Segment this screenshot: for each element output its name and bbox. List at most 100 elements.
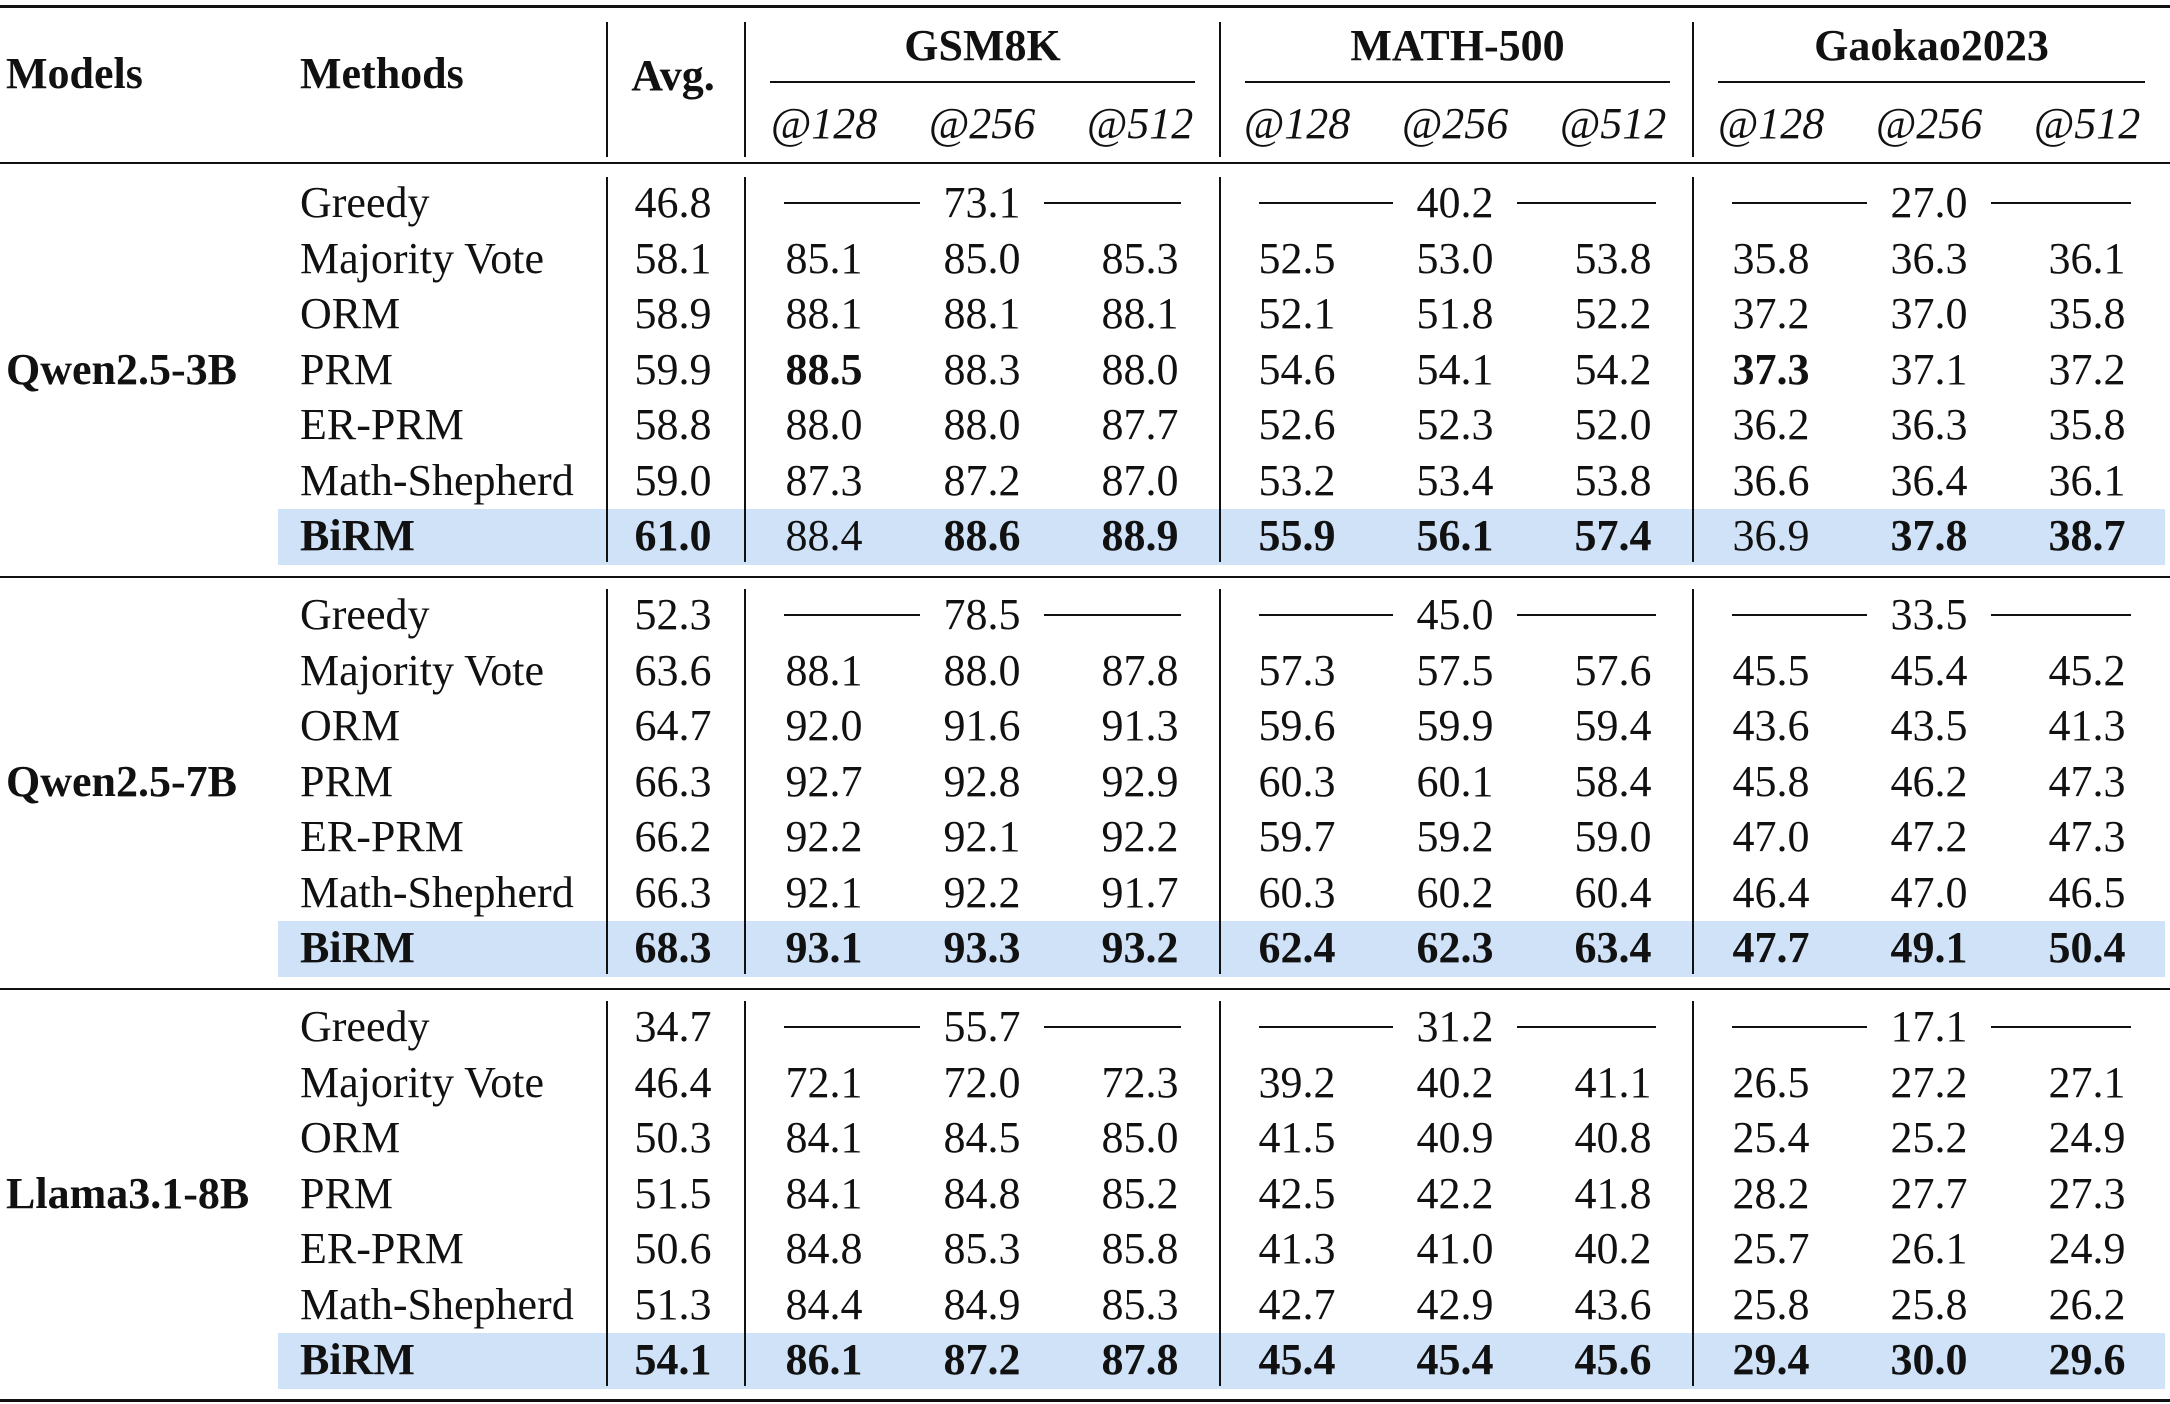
method-name: Majority Vote xyxy=(300,1057,545,1107)
table-cell: 26.2 xyxy=(2048,1279,2126,1329)
greedy-dash xyxy=(1044,614,1181,616)
header-avg: Avg. xyxy=(631,51,715,100)
method-name: Majority Vote xyxy=(300,233,545,283)
table-cell: 53.4 xyxy=(1416,455,1494,505)
table-cell: 40.2 xyxy=(1416,1057,1494,1107)
greedy-value: 27.0 xyxy=(1890,178,1968,227)
table-cell: 91.6 xyxy=(943,701,1021,750)
method-name: Greedy xyxy=(300,1002,430,1051)
avg-value: 46.4 xyxy=(634,1057,712,1107)
greedy-dash xyxy=(1517,202,1656,204)
table-cell: 58.4 xyxy=(1574,756,1652,806)
avg-value: 50.6 xyxy=(634,1224,712,1273)
table-cell: 41.3 xyxy=(1258,1224,1336,1273)
table-cell: 42.9 xyxy=(1416,1279,1494,1329)
table-cell: 52.3 xyxy=(1416,400,1494,449)
table-cell: 36.9 xyxy=(1732,511,1810,560)
table-cell: 63.4 xyxy=(1574,923,1652,972)
method-name: Math-Shepherd xyxy=(300,455,574,505)
method-name: ORM xyxy=(300,289,401,338)
table-cell: 36.6 xyxy=(1732,455,1810,505)
column-separator xyxy=(1219,22,1221,157)
table-cell: 59.0 xyxy=(1574,812,1652,861)
table-cell: 88.0 xyxy=(943,400,1021,449)
bottom-rule xyxy=(0,1398,2170,1402)
table-cell: 57.4 xyxy=(1574,511,1652,560)
table-cell: 30.0 xyxy=(1890,1335,1968,1384)
table-cell: 87.8 xyxy=(1101,1335,1179,1384)
table-cell: 28.2 xyxy=(1732,1168,1810,1218)
column-separator xyxy=(1219,589,1221,974)
avg-value: 61.0 xyxy=(634,511,712,560)
table-cell: 47.0 xyxy=(1732,812,1810,861)
method-name: ER-PRM xyxy=(300,1224,464,1273)
avg-value: 58.1 xyxy=(634,233,712,283)
greedy-dash xyxy=(1259,202,1393,204)
method-name: ER-PRM xyxy=(300,400,464,449)
method-name: Math-Shepherd xyxy=(300,867,574,917)
table-cell: 29.6 xyxy=(2048,1335,2126,1384)
table-cell: 42.5 xyxy=(1258,1168,1336,1218)
column-separator xyxy=(744,22,746,157)
table-cell: 88.1 xyxy=(943,289,1021,338)
method-name: PRM xyxy=(300,344,393,394)
table-cell: 36.2 xyxy=(1732,400,1810,449)
table-cell: 54.6 xyxy=(1258,344,1336,394)
table-cell: 41.3 xyxy=(2048,701,2126,750)
table-cell: 87.0 xyxy=(1101,455,1179,505)
header-budget: @128 xyxy=(1717,99,1825,148)
table-cell: 49.1 xyxy=(1890,923,1968,972)
table-cell: 53.8 xyxy=(1574,233,1652,283)
method-name: Greedy xyxy=(300,178,430,227)
table-cell: 57.3 xyxy=(1258,645,1336,695)
table-cell: 36.4 xyxy=(1890,455,1968,505)
table-cell: 59.7 xyxy=(1258,812,1336,861)
header-budget: @512 xyxy=(1559,99,1667,148)
table-cell: 87.7 xyxy=(1101,400,1179,449)
method-name: ORM xyxy=(300,701,401,750)
header-models: Models xyxy=(6,49,143,98)
table-cell: 59.9 xyxy=(1416,701,1494,750)
table-cell: 46.5 xyxy=(2048,867,2126,917)
method-name: BiRM xyxy=(300,511,415,560)
greedy-value: 33.5 xyxy=(1890,590,1968,639)
table-cell: 52.1 xyxy=(1258,289,1336,338)
avg-value: 51.5 xyxy=(634,1168,712,1218)
table-cell: 72.1 xyxy=(785,1057,863,1107)
table-cell: 52.6 xyxy=(1258,400,1336,449)
top-rule xyxy=(0,4,2170,8)
table-cell: 40.2 xyxy=(1574,1224,1652,1273)
table-cell: 52.2 xyxy=(1574,289,1652,338)
table-cell: 93.3 xyxy=(943,923,1021,972)
model-name: Qwen2.5-3B xyxy=(6,344,237,394)
model-name: Llama3.1-8B xyxy=(6,1168,250,1218)
column-separator xyxy=(1692,22,1694,157)
table-cell: 41.0 xyxy=(1416,1224,1494,1273)
greedy-value: 17.1 xyxy=(1890,1002,1968,1051)
table-cell: 60.2 xyxy=(1416,867,1494,917)
table-cell: 85.2 xyxy=(1101,1168,1179,1218)
table-cell: 62.3 xyxy=(1416,923,1494,972)
table-cell: 37.1 xyxy=(1890,344,1968,394)
table-cell: 87.2 xyxy=(943,455,1021,505)
method-name: PRM xyxy=(300,1168,393,1218)
table-cell: 47.2 xyxy=(1890,812,1968,861)
model-name: Qwen2.5-7B xyxy=(6,756,237,806)
avg-value: 66.3 xyxy=(634,867,712,917)
method-name: ORM xyxy=(300,1113,401,1162)
table-cell: 37.3 xyxy=(1732,344,1810,394)
header-budget: @256 xyxy=(1875,99,1983,148)
table-cell: 88.1 xyxy=(785,289,863,338)
table-cell: 36.3 xyxy=(1890,233,1968,283)
table-cell: 42.2 xyxy=(1416,1168,1494,1218)
greedy-value: 78.5 xyxy=(943,590,1021,639)
table-cell: 54.2 xyxy=(1574,344,1652,394)
column-separator xyxy=(744,1001,746,1386)
highlight-band xyxy=(278,1333,2165,1389)
table-cell: 38.7 xyxy=(2048,511,2126,560)
table-cell: 84.1 xyxy=(785,1113,863,1162)
table-cell: 60.4 xyxy=(1574,867,1652,917)
table-cell: 57.6 xyxy=(1574,645,1652,695)
table-cell: 88.5 xyxy=(785,344,863,394)
